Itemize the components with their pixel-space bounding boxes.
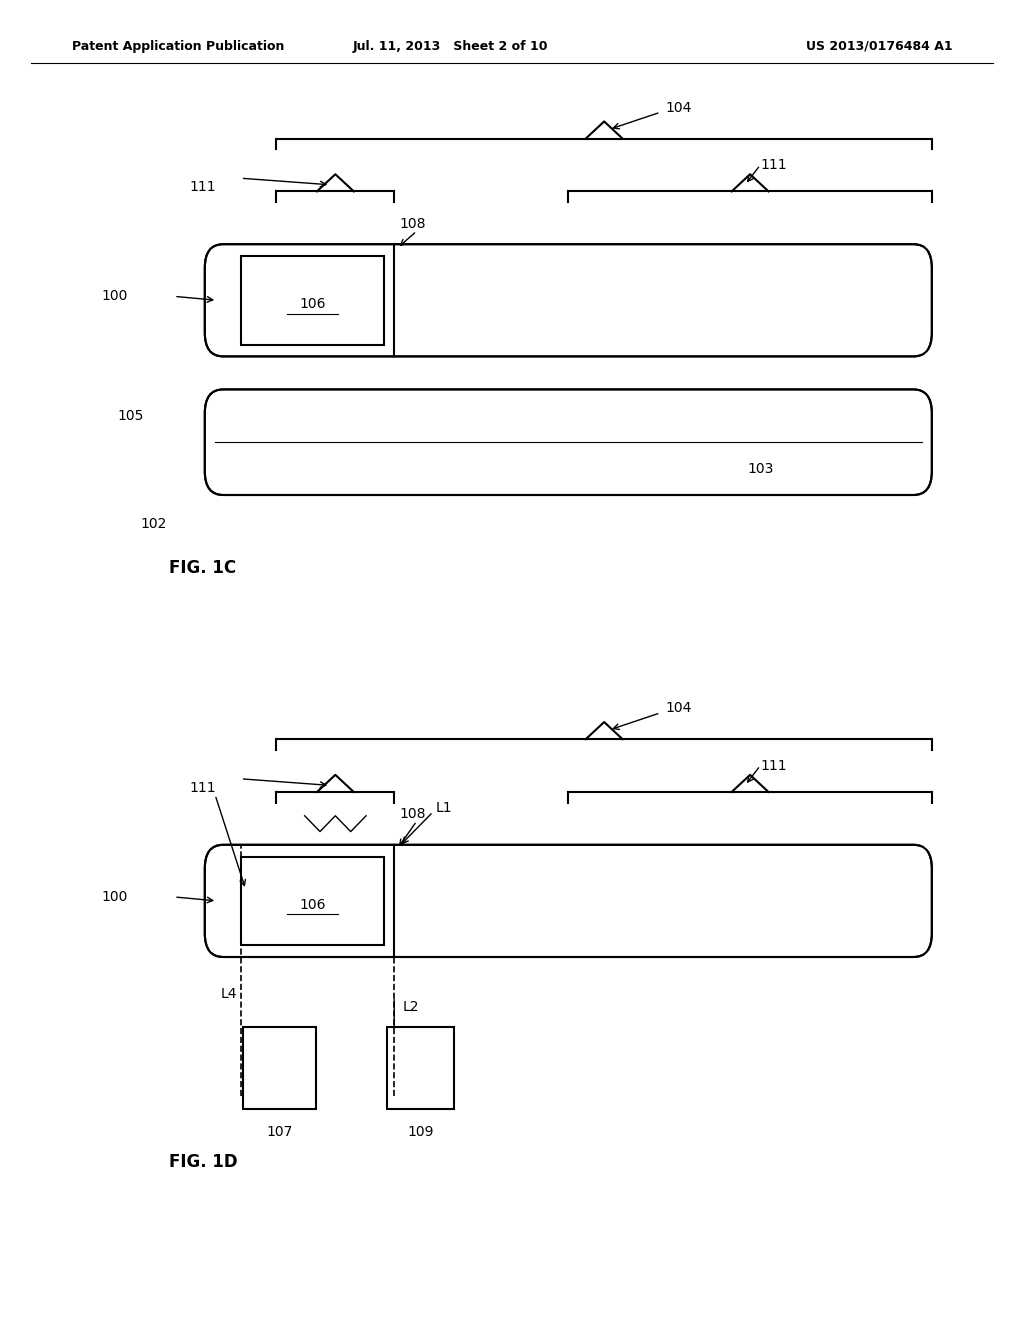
Bar — [241, 857, 384, 945]
Text: 103: 103 — [748, 462, 774, 475]
Bar — [384, 249, 394, 351]
Text: 105: 105 — [117, 409, 143, 422]
Text: FIG. 1C: FIG. 1C — [169, 558, 237, 577]
Bar — [241, 256, 384, 345]
Text: 111: 111 — [189, 181, 216, 194]
Text: 100: 100 — [101, 289, 128, 304]
Text: 104: 104 — [666, 701, 692, 715]
Text: 106: 106 — [299, 297, 326, 312]
FancyBboxPatch shape — [205, 845, 932, 957]
Text: Patent Application Publication: Patent Application Publication — [72, 40, 284, 53]
Bar — [210, 396, 927, 445]
Text: 104: 104 — [666, 100, 692, 115]
Text: 108: 108 — [399, 216, 426, 231]
Text: 107: 107 — [266, 1125, 293, 1139]
Text: L2: L2 — [402, 1001, 419, 1014]
Text: 102: 102 — [140, 517, 167, 531]
Text: FIG. 1D: FIG. 1D — [169, 1152, 238, 1171]
Text: L4: L4 — [221, 987, 238, 1001]
Bar — [210, 249, 241, 351]
Bar — [243, 1027, 316, 1109]
Text: 111: 111 — [189, 781, 216, 795]
Text: US 2013/0176484 A1: US 2013/0176484 A1 — [806, 40, 952, 53]
Bar — [387, 1027, 454, 1109]
Bar — [394, 247, 927, 354]
Text: 111: 111 — [760, 158, 787, 172]
Text: L3: L3 — [402, 1030, 419, 1043]
Text: 111: 111 — [760, 759, 787, 772]
Text: Jul. 11, 2013   Sheet 2 of 10: Jul. 11, 2013 Sheet 2 of 10 — [353, 40, 548, 53]
Text: 109: 109 — [408, 1125, 433, 1139]
Text: 108: 108 — [399, 807, 426, 821]
Bar — [384, 850, 394, 952]
Text: L1: L1 — [435, 801, 452, 814]
Text: 106: 106 — [299, 898, 326, 912]
Text: 100: 100 — [101, 890, 128, 904]
Bar — [210, 850, 241, 952]
Bar — [394, 847, 927, 954]
FancyBboxPatch shape — [205, 389, 932, 495]
FancyBboxPatch shape — [205, 244, 932, 356]
